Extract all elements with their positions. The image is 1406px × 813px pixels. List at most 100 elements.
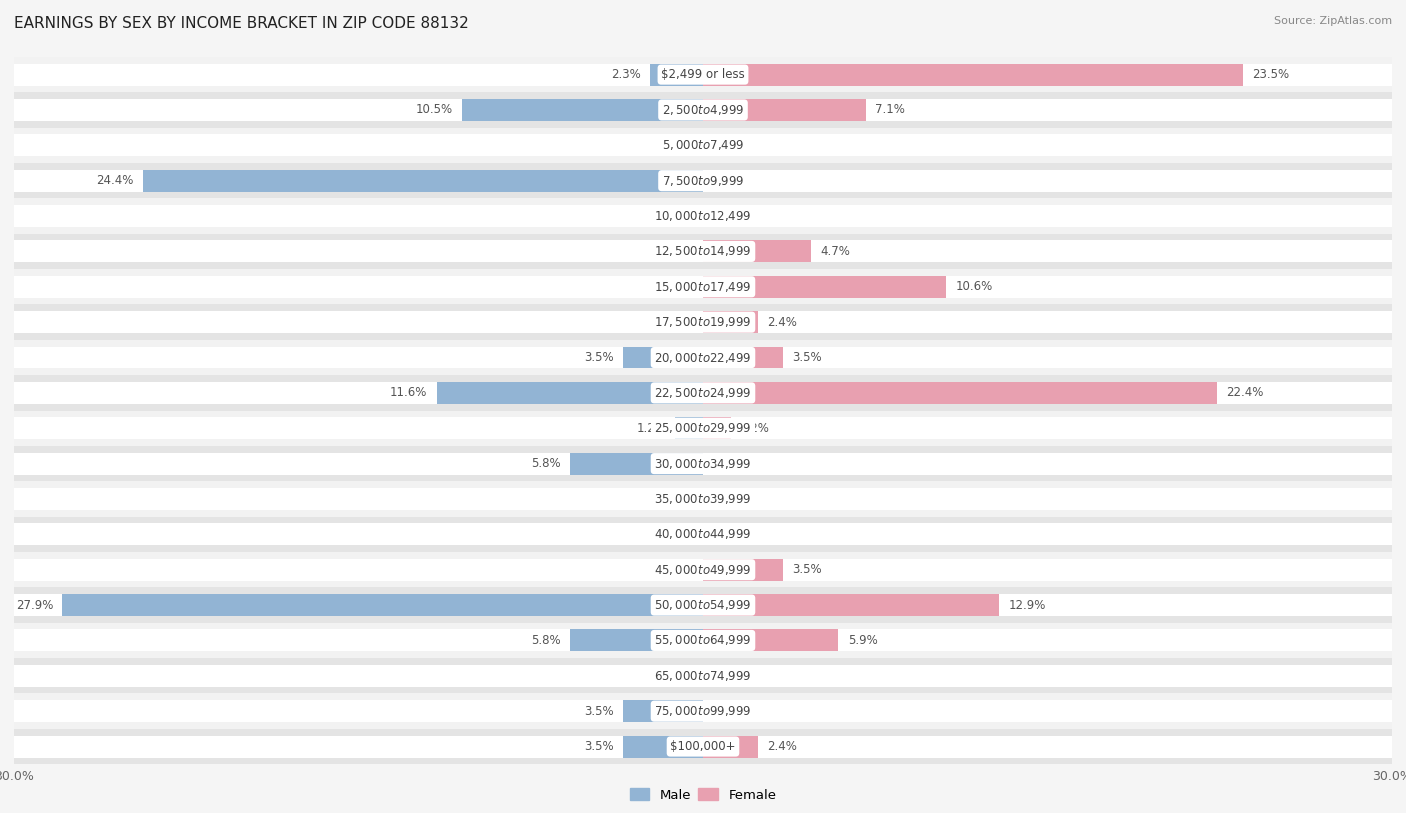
Bar	[14, 205, 1392, 227]
Bar	[703, 311, 758, 333]
Bar	[703, 417, 731, 439]
Bar	[623, 700, 703, 722]
Bar	[14, 276, 1392, 298]
Text: $2,500 to $4,999: $2,500 to $4,999	[662, 103, 744, 117]
Text: 2.4%: 2.4%	[768, 315, 797, 328]
Bar	[14, 63, 1392, 85]
Bar	[14, 481, 1392, 517]
Text: $20,000 to $22,499: $20,000 to $22,499	[654, 350, 752, 364]
Text: 0.0%: 0.0%	[664, 669, 693, 682]
Text: 22.4%: 22.4%	[1226, 386, 1264, 399]
Bar	[14, 665, 1392, 687]
Bar	[14, 488, 1392, 510]
Bar	[14, 241, 1392, 263]
Bar	[437, 382, 703, 404]
Bar	[14, 57, 1392, 92]
Text: $7,500 to $9,999: $7,500 to $9,999	[662, 174, 744, 188]
Bar	[142, 170, 703, 192]
Bar	[650, 63, 703, 85]
Text: 5.8%: 5.8%	[531, 634, 561, 647]
Text: EARNINGS BY SEX BY INCOME BRACKET IN ZIP CODE 88132: EARNINGS BY SEX BY INCOME BRACKET IN ZIP…	[14, 16, 468, 31]
Bar	[62, 594, 703, 616]
Text: 2.3%: 2.3%	[612, 68, 641, 81]
Text: $22,500 to $24,999: $22,500 to $24,999	[654, 386, 752, 400]
Text: 12.9%: 12.9%	[1008, 598, 1046, 611]
Bar	[675, 417, 703, 439]
Legend: Male, Female: Male, Female	[624, 783, 782, 807]
Bar	[703, 594, 1000, 616]
Text: $75,000 to $99,999: $75,000 to $99,999	[654, 704, 752, 718]
Text: $5,000 to $7,499: $5,000 to $7,499	[662, 138, 744, 152]
Text: 0.0%: 0.0%	[664, 139, 693, 152]
Bar	[14, 170, 1392, 192]
Bar	[14, 198, 1392, 233]
Text: 1.2%: 1.2%	[740, 422, 769, 435]
Text: Source: ZipAtlas.com: Source: ZipAtlas.com	[1274, 16, 1392, 26]
Bar	[569, 453, 703, 475]
Bar	[14, 411, 1392, 446]
Bar	[14, 128, 1392, 163]
Bar	[703, 63, 1243, 85]
Text: 0.0%: 0.0%	[664, 245, 693, 258]
Text: 0.0%: 0.0%	[664, 493, 693, 506]
Text: 11.6%: 11.6%	[389, 386, 427, 399]
Bar	[14, 587, 1392, 623]
Text: 3.5%: 3.5%	[583, 351, 613, 364]
Bar	[703, 241, 811, 263]
Text: $35,000 to $39,999: $35,000 to $39,999	[654, 492, 752, 506]
Bar	[14, 524, 1392, 546]
Text: 3.5%: 3.5%	[793, 351, 823, 364]
Bar	[14, 517, 1392, 552]
Bar	[14, 134, 1392, 156]
Bar	[14, 446, 1392, 481]
Text: 3.5%: 3.5%	[583, 705, 613, 718]
Text: 0.0%: 0.0%	[713, 457, 742, 470]
Bar	[14, 340, 1392, 375]
Bar	[14, 304, 1392, 340]
Text: 3.5%: 3.5%	[793, 563, 823, 576]
Text: $55,000 to $64,999: $55,000 to $64,999	[654, 633, 752, 647]
Bar	[623, 736, 703, 758]
Text: 0.0%: 0.0%	[664, 315, 693, 328]
Text: $15,000 to $17,499: $15,000 to $17,499	[654, 280, 752, 293]
Text: 7.1%: 7.1%	[875, 103, 905, 116]
Text: 0.0%: 0.0%	[664, 563, 693, 576]
Text: 0.0%: 0.0%	[713, 493, 742, 506]
Text: 0.0%: 0.0%	[664, 280, 693, 293]
Text: 0.0%: 0.0%	[664, 210, 693, 223]
Text: 23.5%: 23.5%	[1251, 68, 1289, 81]
Bar	[14, 693, 1392, 729]
Text: 0.0%: 0.0%	[713, 669, 742, 682]
Text: 0.0%: 0.0%	[713, 139, 742, 152]
Text: 0.0%: 0.0%	[713, 705, 742, 718]
Bar	[14, 382, 1392, 404]
Bar	[703, 99, 866, 121]
Text: 10.6%: 10.6%	[956, 280, 993, 293]
Bar	[14, 623, 1392, 658]
Text: 4.7%: 4.7%	[820, 245, 851, 258]
Bar	[14, 163, 1392, 198]
Bar	[703, 629, 838, 651]
Text: $100,000+: $100,000+	[671, 740, 735, 753]
Text: $50,000 to $54,999: $50,000 to $54,999	[654, 598, 752, 612]
Text: $12,500 to $14,999: $12,500 to $14,999	[654, 245, 752, 259]
Text: $10,000 to $12,499: $10,000 to $12,499	[654, 209, 752, 223]
Text: $65,000 to $74,999: $65,000 to $74,999	[654, 669, 752, 683]
Bar	[14, 629, 1392, 651]
Bar	[14, 736, 1392, 758]
Text: $30,000 to $34,999: $30,000 to $34,999	[654, 457, 752, 471]
Bar	[14, 346, 1392, 368]
Text: 10.5%: 10.5%	[416, 103, 453, 116]
Bar	[14, 729, 1392, 764]
Text: 2.4%: 2.4%	[768, 740, 797, 753]
Text: $40,000 to $44,999: $40,000 to $44,999	[654, 528, 752, 541]
Text: 5.9%: 5.9%	[848, 634, 877, 647]
Bar	[14, 700, 1392, 722]
Text: 24.4%: 24.4%	[96, 174, 134, 187]
Bar	[461, 99, 703, 121]
Text: 1.2%: 1.2%	[637, 422, 666, 435]
Bar	[703, 346, 783, 368]
Text: $45,000 to $49,999: $45,000 to $49,999	[654, 563, 752, 576]
Bar	[14, 92, 1392, 128]
Bar	[14, 552, 1392, 587]
